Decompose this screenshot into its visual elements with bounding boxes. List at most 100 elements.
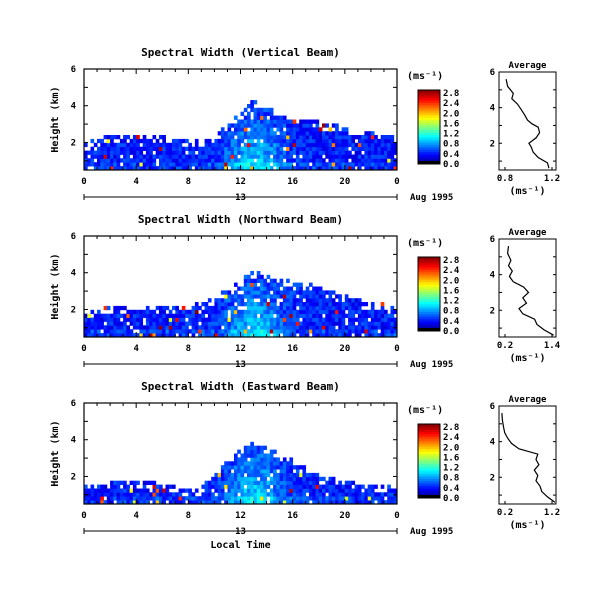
heatmap-cell (129, 492, 134, 497)
heatmap-cell (129, 162, 134, 167)
heatmap-cell (253, 100, 258, 105)
heatmap-cell (312, 162, 316, 167)
heatmap-cell (132, 154, 137, 159)
heatmap-cell (276, 123, 281, 128)
heatmap-cell (289, 135, 294, 140)
heatmap-cell (211, 333, 215, 338)
heatmap-cell (172, 142, 176, 148)
heatmap-cell (90, 150, 95, 155)
heatmap-cell (335, 123, 339, 128)
heatmap-cell (230, 492, 235, 497)
heatmap-cell (286, 286, 290, 291)
heatmap-cell (194, 166, 199, 171)
heatmap-cell (181, 309, 186, 315)
heatmap-cell (295, 154, 300, 159)
heatmap-cell (165, 146, 170, 151)
heatmap-cell (217, 131, 222, 136)
heatmap-cell (237, 461, 241, 466)
heatmap-cell (162, 158, 166, 163)
heatmap-cell (234, 290, 238, 295)
y-axis-label: Height (km) (49, 86, 61, 152)
heatmap-cell (220, 309, 225, 315)
heatmap-cell (224, 138, 228, 144)
colorbar: 0.00.40.81.21.62.02.42.8(ms⁻¹) (407, 405, 460, 504)
heatmap-cell (279, 115, 284, 120)
heatmap-cell (214, 496, 219, 501)
heatmap-cell (194, 329, 199, 334)
heatmap-cell (168, 492, 173, 497)
heatmap-cell (269, 107, 274, 113)
colorbar-segment (418, 480, 440, 484)
heatmap-cell (335, 127, 339, 132)
heatmap-cell (97, 333, 101, 338)
heatmap-cell (113, 166, 117, 171)
heatmap-cell (159, 333, 163, 338)
colorbar-segment (418, 107, 440, 111)
heatmap-cell (123, 305, 127, 311)
heatmap-cell (269, 480, 274, 485)
heatmap-cell (309, 135, 313, 140)
heatmap-cell (260, 158, 264, 163)
heatmap-cell (266, 119, 271, 124)
heatmap-cell (220, 131, 225, 136)
average-y-tick-label: 2 (490, 139, 495, 149)
heatmap-cell (168, 333, 173, 338)
heatmap-cell (305, 131, 310, 136)
heatmap-cell (129, 488, 134, 493)
heatmap-cell (289, 465, 294, 470)
heatmap-cell (266, 123, 271, 128)
heatmap-cell (234, 150, 238, 155)
heatmap-cell (263, 131, 267, 136)
heatmap-cell (106, 313, 111, 318)
heatmap-cell (224, 302, 228, 307)
heatmap-cell (234, 325, 238, 330)
heatmap-cell (377, 500, 382, 505)
heatmap-cell (227, 135, 232, 140)
heatmap-cell (159, 162, 163, 167)
heatmap-cell (247, 298, 251, 303)
average-profile-line (505, 78, 550, 169)
heatmap-cell (338, 313, 342, 318)
heatmap-cell (292, 150, 297, 155)
heatmap-cell (103, 135, 108, 140)
heatmap-cell (97, 500, 101, 505)
colorbar-tick-label: 2.0 (443, 276, 459, 286)
heatmap-cell (207, 317, 212, 322)
heatmap-cell (136, 158, 140, 163)
heatmap-cell (256, 166, 261, 171)
heatmap-cell (302, 472, 307, 478)
heatmap-cell (341, 138, 346, 144)
y-tick-label: 6 (71, 65, 76, 75)
heatmap-cell (269, 469, 274, 474)
heatmap-cell (286, 162, 290, 167)
heatmap-cell (260, 449, 264, 454)
heatmap-cell (286, 135, 290, 140)
heatmap-cell (269, 325, 274, 330)
colorbar-tick-label: 0.0 (443, 494, 459, 504)
heatmap-cell (279, 325, 284, 330)
heatmap-cell (178, 325, 183, 330)
heatmap-cell (250, 480, 254, 485)
heatmap-cell (335, 496, 339, 501)
heatmap-cell (276, 484, 281, 489)
heatmap-cell (384, 309, 388, 315)
heatmap-cell (178, 329, 183, 334)
heatmap-cell (103, 500, 108, 505)
heatmap-cell (266, 282, 271, 287)
heatmap-cell (390, 138, 395, 144)
heatmap-cell (344, 500, 349, 505)
heatmap-cell (380, 302, 385, 307)
heatmap-cell (237, 333, 241, 338)
heatmap-cell (302, 500, 307, 505)
colorbar-segment (418, 291, 440, 295)
heatmap-cell (132, 158, 137, 163)
heatmap-cell (279, 313, 284, 318)
heatmap-cell (348, 321, 352, 326)
x-tick-label: 12 (235, 344, 246, 354)
heatmap-cell (325, 138, 329, 144)
heatmap-cell (279, 131, 284, 136)
heatmap-cell (188, 500, 192, 505)
heatmap-cell (224, 166, 228, 171)
heatmap-cell (269, 465, 274, 470)
